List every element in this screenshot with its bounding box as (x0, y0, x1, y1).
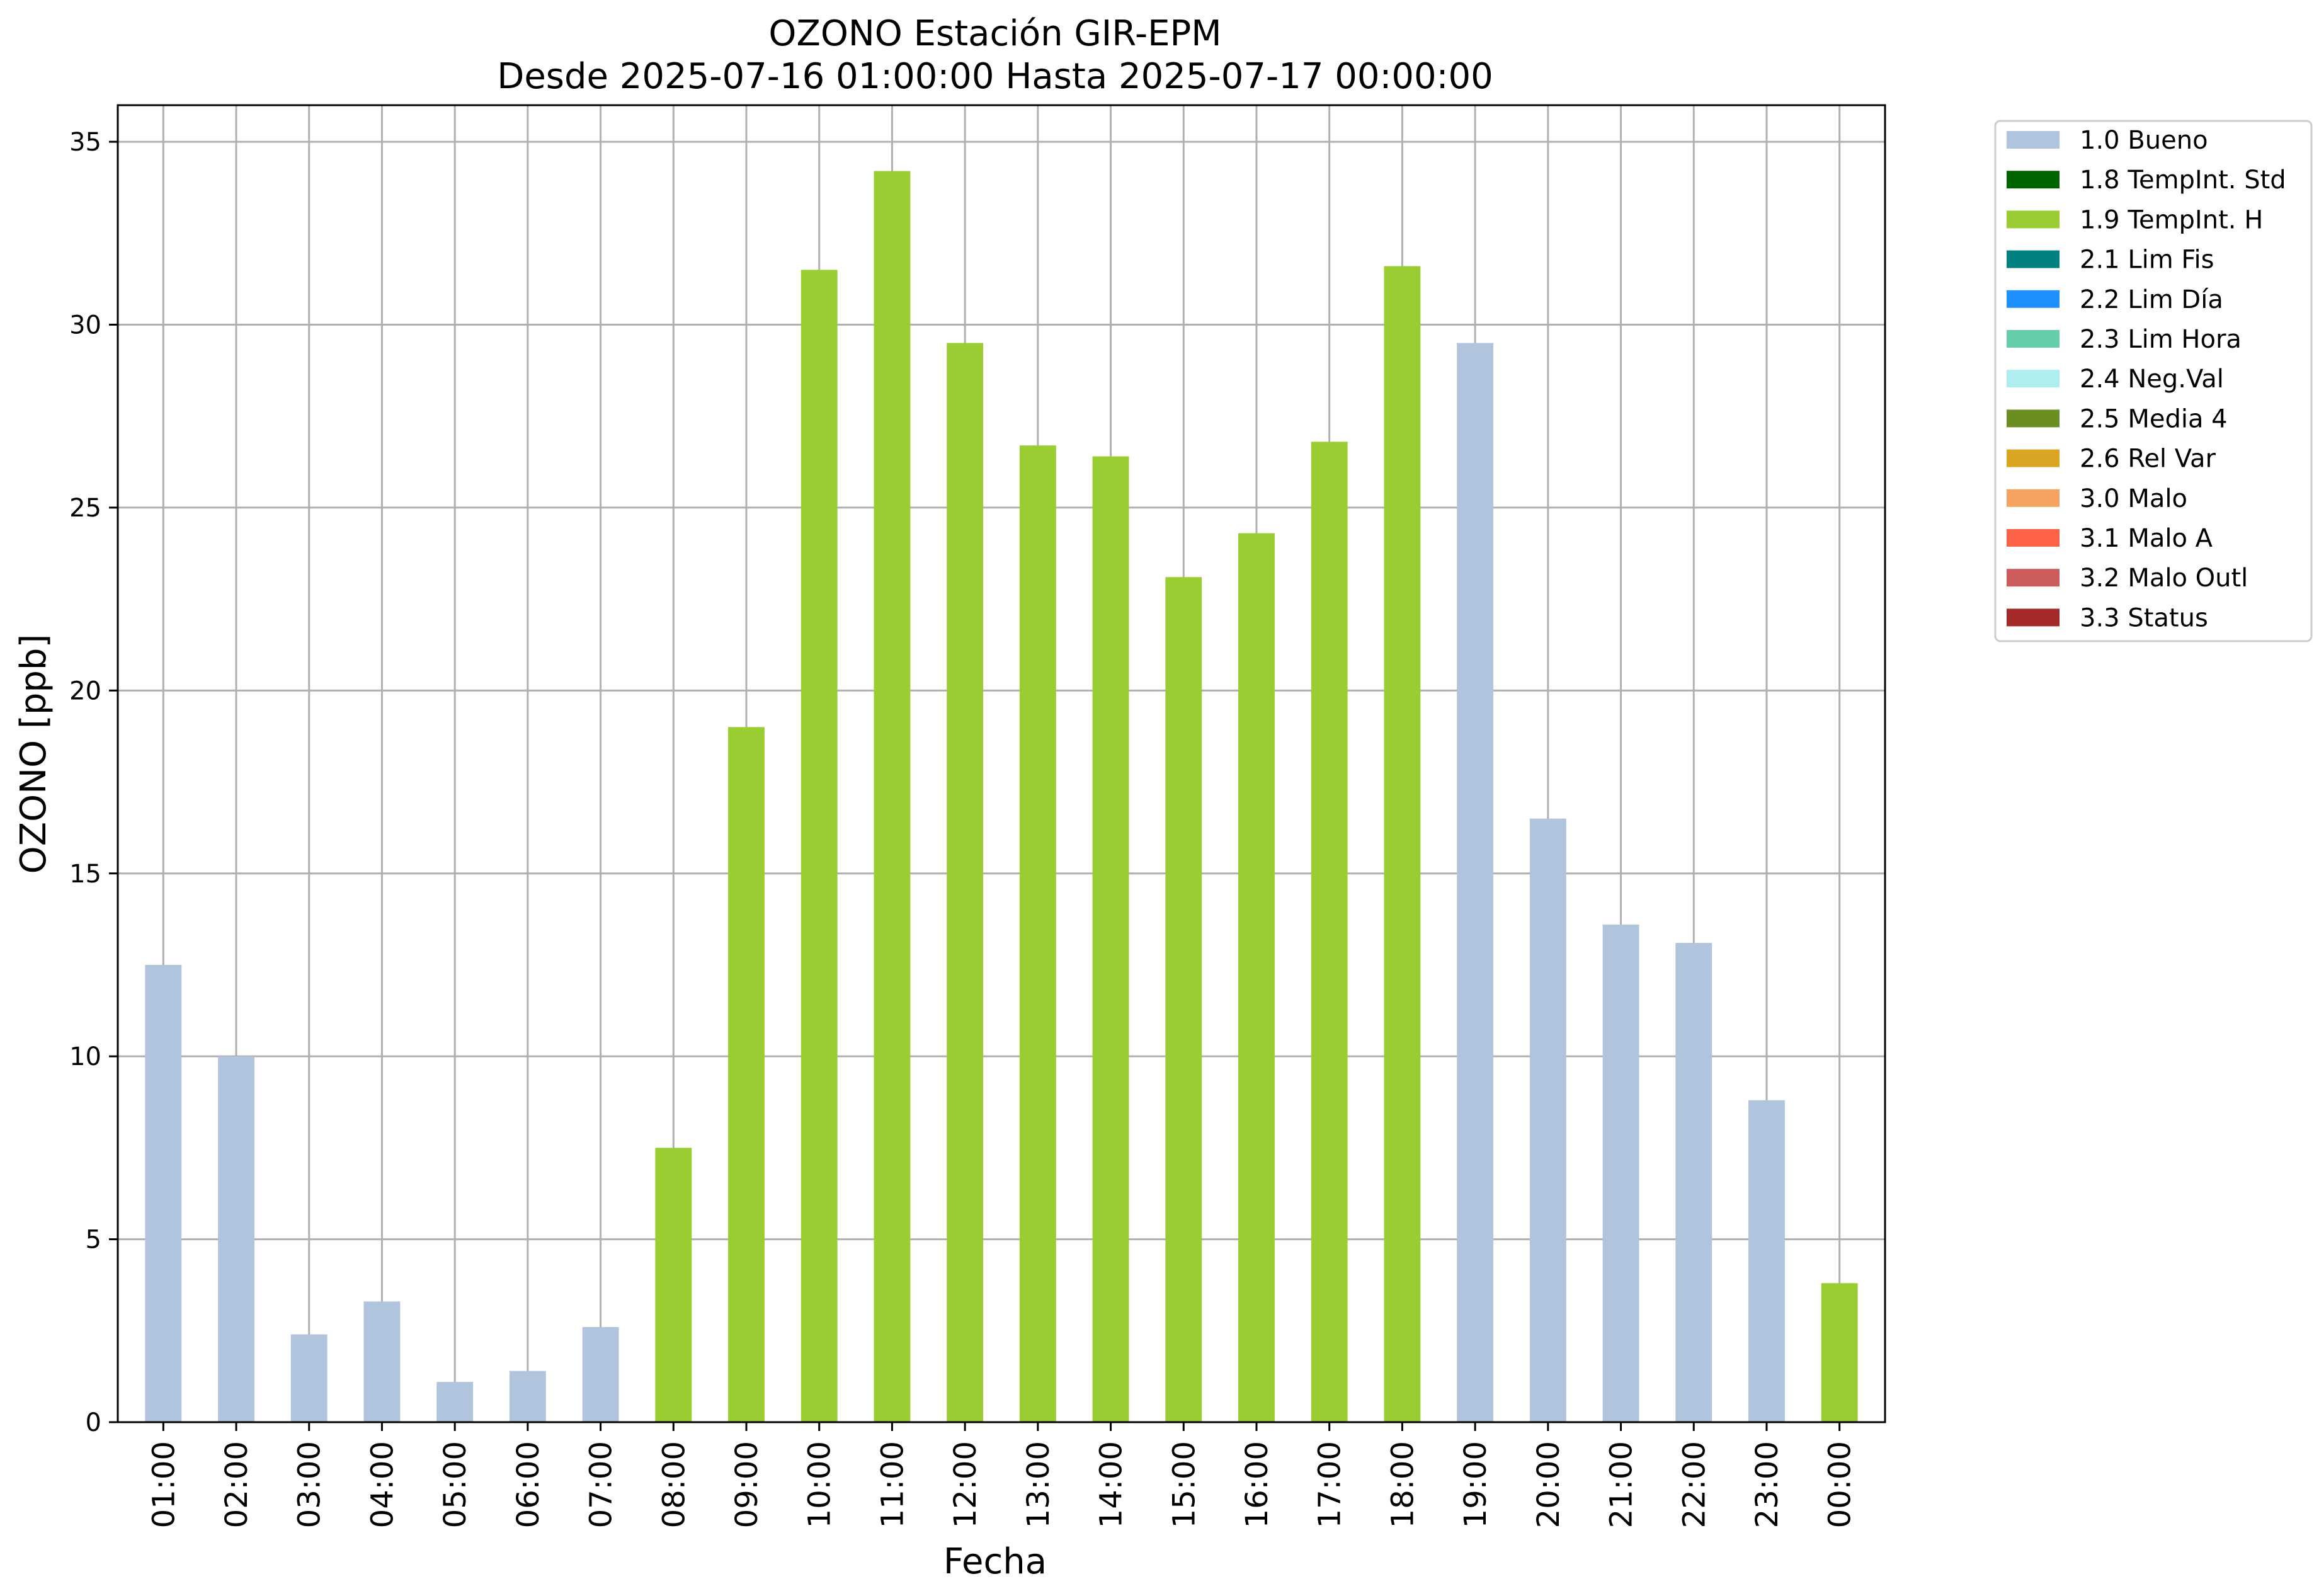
x-axis-label: Fecha (943, 1541, 1047, 1582)
legend-swatch (2007, 409, 2060, 428)
y-tick-label: 5 (86, 1226, 101, 1255)
legend-swatch (2007, 171, 2060, 189)
legend-swatch (2007, 489, 2060, 507)
x-tick-label: 12:00 (948, 1441, 983, 1528)
bar-0800 (655, 1148, 692, 1422)
chart-title: OZONO Estación GIR-EPM (768, 13, 1221, 54)
legend-swatch (2007, 608, 2060, 627)
legend-label: 2.1 Lim Fis (2080, 246, 2214, 275)
x-tick-label: 08:00 (656, 1441, 692, 1528)
bar-0500 (436, 1382, 474, 1422)
legend-label: 2.5 Media 4 (2080, 404, 2228, 433)
bar-1900 (1457, 343, 1494, 1422)
legend-box (1994, 120, 2313, 642)
bar-2300 (1748, 1100, 1785, 1422)
legend-label: 2.3 Lim Hora (2080, 325, 2242, 354)
chart-subtitle: Desde 2025-07-16 01:00:00 Hasta 2025-07-… (497, 56, 1493, 97)
legend-label: 3.2 Malo Outl (2080, 564, 2248, 593)
y-tick-label: 0 (86, 1408, 101, 1437)
bar-1600 (1238, 533, 1275, 1423)
x-tick-label: 07:00 (584, 1441, 619, 1528)
bar-2100 (1602, 925, 1639, 1422)
bar-1200 (947, 343, 984, 1422)
x-tick-label: 05:00 (438, 1441, 473, 1528)
bar-0100 (145, 964, 182, 1422)
y-axis: 0 5 10 15 20 25 30 35 (69, 128, 118, 1437)
bar-2000 (1529, 818, 1566, 1422)
bar-0000 (1821, 1283, 1858, 1422)
x-tick-label: 21:00 (1604, 1441, 1639, 1528)
x-tick-label: 02:00 (219, 1441, 254, 1528)
legend-swatch (2007, 370, 2060, 388)
bar-1700 (1311, 442, 1348, 1422)
y-tick-label: 25 (69, 494, 101, 523)
bar-1500 (1165, 577, 1202, 1422)
y-tick-label: 15 (69, 860, 101, 889)
legend-label: 2.4 Neg.Val (2080, 365, 2224, 394)
x-tick-label: 14:00 (1094, 1441, 1129, 1528)
x-tick-label: 04:00 (365, 1441, 400, 1528)
legend-swatch (2007, 250, 2060, 268)
bars (145, 171, 1858, 1423)
bar-0200 (218, 1056, 254, 1422)
legend-label: 2.6 Rel Var (2080, 445, 2216, 474)
bar-1400 (1092, 456, 1129, 1422)
x-tick-label: 16:00 (1239, 1441, 1275, 1528)
x-tick-label: 13:00 (1021, 1441, 1056, 1528)
legend-swatch (2007, 131, 2060, 149)
y-tick-label: 10 (69, 1042, 101, 1071)
x-axis: 01:00 02:00 03:00 04:00 05:00 06:00 07:00 08:00… (146, 1422, 1858, 1528)
x-tick-label: 01:00 (146, 1441, 181, 1528)
legend-swatch (2007, 529, 2060, 547)
legend-swatch (2007, 290, 2060, 308)
legend-label: 3.1 Malo A (2080, 524, 2213, 553)
x-tick-label: 22:00 (1677, 1441, 1712, 1528)
y-axis-label: OZONO [ppb] (13, 634, 54, 874)
legend-label: 3.0 Malo (2080, 484, 2187, 513)
x-tick-label: 10:00 (802, 1441, 838, 1528)
bar-0900 (728, 727, 765, 1422)
bar-0300 (290, 1334, 328, 1422)
x-tick-label: 11:00 (875, 1441, 910, 1528)
x-tick-label: 15:00 (1166, 1441, 1202, 1528)
plot-frame (117, 104, 1886, 1423)
legend-swatch (2007, 569, 2060, 587)
x-tick-label: 18:00 (1385, 1441, 1420, 1528)
x-tick-label: 03:00 (292, 1441, 328, 1528)
bar-0700 (582, 1326, 619, 1422)
x-tick-label: 20:00 (1531, 1441, 1566, 1528)
legend-label: 2.2 Lim Día (2080, 285, 2223, 314)
legend: 1.0 Bueno 1.8 TempInt. Std 1.9 TempInt. H 2… (1994, 120, 2313, 642)
legend-swatch (2007, 330, 2060, 348)
x-tick-label: 19:00 (1458, 1441, 1493, 1528)
bar-2200 (1675, 943, 1712, 1422)
bar-1100 (874, 171, 911, 1422)
y-tick-label: 35 (69, 128, 101, 157)
x-tick-label: 09:00 (729, 1441, 765, 1528)
legend-label: 3.3 Status (2080, 603, 2208, 632)
bar-0400 (363, 1301, 401, 1422)
legend-swatch (2007, 449, 2060, 467)
legend-label: 1.8 TempInt. Std (2080, 166, 2286, 195)
legend-label: 1.0 Bueno (2080, 126, 2208, 155)
bar-1300 (1019, 445, 1056, 1422)
bar-1000 (801, 270, 838, 1422)
y-tick-label: 30 (69, 311, 101, 340)
y-tick-label: 20 (69, 676, 101, 705)
x-tick-label: 17:00 (1313, 1441, 1348, 1528)
x-tick-label: 23:00 (1750, 1441, 1785, 1528)
bar-0600 (509, 1371, 546, 1422)
legend-swatch (2007, 210, 2060, 229)
bar-1800 (1384, 266, 1421, 1423)
legend-label: 1.9 TempInt. H (2080, 205, 2263, 234)
x-tick-label: 00:00 (1823, 1441, 1858, 1528)
x-tick-label: 06:00 (511, 1441, 546, 1528)
